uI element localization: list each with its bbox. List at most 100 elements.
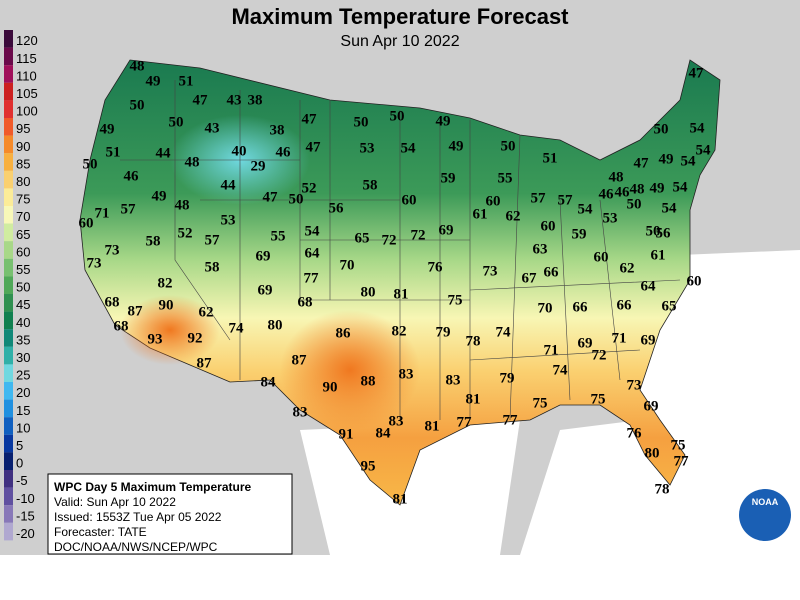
temperature-label: 50 bbox=[627, 196, 642, 212]
legend-swatch bbox=[4, 276, 13, 294]
legend-label: 40 bbox=[16, 315, 30, 330]
temperature-label: 53 bbox=[360, 140, 375, 156]
temperature-label: 69 bbox=[578, 335, 593, 351]
temperature-label: 75 bbox=[448, 292, 463, 308]
temperature-label: 49 bbox=[650, 180, 665, 196]
legend-swatch bbox=[4, 82, 13, 101]
temperature-label: 72 bbox=[382, 232, 397, 248]
legend-swatch bbox=[4, 522, 13, 541]
legend-label: 120 bbox=[16, 33, 38, 48]
temperature-label: 47 bbox=[193, 92, 209, 108]
temperature-label: 52 bbox=[302, 180, 317, 196]
legend-label: 115 bbox=[16, 51, 37, 66]
legend-swatch bbox=[4, 65, 13, 83]
temperature-label: 46 bbox=[276, 144, 292, 160]
legend-swatch bbox=[4, 258, 13, 277]
temperature-label: 55 bbox=[271, 228, 286, 244]
temperature-label: 77 bbox=[304, 270, 320, 286]
temperature-label: 60 bbox=[486, 193, 501, 209]
legend-swatch bbox=[4, 118, 13, 136]
temperature-label: 48 bbox=[175, 197, 190, 213]
legend-swatch bbox=[4, 382, 13, 400]
temperature-label: 54 bbox=[681, 153, 697, 169]
temperature-label: 90 bbox=[323, 379, 338, 395]
info-line: DOC/NOAA/NWS/NCEP/WPC bbox=[54, 540, 218, 554]
temperature-label: 53 bbox=[221, 212, 236, 228]
temperature-label: 87 bbox=[197, 355, 213, 371]
ocean bbox=[300, 250, 800, 555]
temperature-label: 79 bbox=[500, 370, 515, 386]
legend-swatch bbox=[4, 100, 13, 118]
temperature-label: 73 bbox=[105, 242, 120, 258]
temperature-label: 43 bbox=[205, 120, 220, 136]
temperature-label: 59 bbox=[572, 226, 587, 242]
temperature-label: 54 bbox=[690, 120, 706, 136]
temperature-label: 69 bbox=[439, 222, 454, 238]
temperature-label: 71 bbox=[95, 205, 110, 221]
temperature-label: 83 bbox=[389, 413, 404, 429]
temperature-label: 69 bbox=[256, 248, 271, 264]
temperature-label: 61 bbox=[651, 247, 666, 263]
temperature-label: 51 bbox=[543, 150, 558, 166]
map-subtitle: Sun Apr 10 2022 bbox=[340, 33, 459, 50]
temperature-label: 60 bbox=[79, 215, 94, 231]
temperature-label: 56 bbox=[656, 225, 672, 241]
info-title: WPC Day 5 Maximum Temperature bbox=[54, 480, 251, 494]
temperature-label: 49 bbox=[152, 188, 167, 204]
temperature-label: 58 bbox=[205, 259, 220, 275]
temperature-label: 48 bbox=[130, 58, 145, 74]
temperature-label: 76 bbox=[428, 259, 444, 275]
temperature-label: 49 bbox=[436, 113, 451, 129]
temperature-label: 46 bbox=[124, 168, 140, 184]
temperature-label: 40 bbox=[232, 143, 247, 159]
temperature-label: 60 bbox=[594, 249, 609, 265]
hot-area bbox=[280, 310, 420, 430]
temperature-label: 77 bbox=[503, 412, 519, 428]
temperature-label: 48 bbox=[185, 154, 200, 170]
info-line: Issued: 1553Z Tue Apr 05 2022 bbox=[54, 510, 222, 524]
temperature-label: 66 bbox=[544, 264, 560, 280]
temperature-label: 50 bbox=[646, 223, 661, 239]
temperature-label: 60 bbox=[402, 192, 417, 208]
temperature-label: 49 bbox=[449, 138, 464, 154]
legend-label: 15 bbox=[16, 403, 30, 418]
temperature-label: 72 bbox=[592, 347, 607, 363]
legend-swatch bbox=[4, 364, 13, 382]
temperature-label: 54 bbox=[401, 140, 417, 156]
legend-swatch bbox=[4, 30, 13, 48]
temperature-label: 50 bbox=[289, 191, 304, 207]
temperature-label: 51 bbox=[106, 144, 121, 160]
temperature-label: 83 bbox=[399, 366, 414, 382]
temperature-label: 91 bbox=[339, 426, 354, 442]
legend-swatch bbox=[4, 452, 13, 470]
temperature-label: 54 bbox=[578, 201, 594, 217]
temperature-label: 49 bbox=[146, 73, 161, 89]
temperature-label: 58 bbox=[363, 177, 378, 193]
temperature-label: 57 bbox=[121, 201, 137, 217]
legend-swatch bbox=[4, 329, 13, 347]
temperature-label: 53 bbox=[603, 210, 618, 226]
temperature-label: 57 bbox=[205, 232, 221, 248]
legend-label: 10 bbox=[16, 420, 30, 435]
temperature-label: 60 bbox=[541, 218, 556, 234]
temperature-label: 69 bbox=[258, 282, 273, 298]
temperature-label: 62 bbox=[199, 304, 214, 320]
temperature-label: 67 bbox=[522, 270, 538, 286]
temperature-label: 38 bbox=[248, 92, 263, 108]
temperature-label: 81 bbox=[466, 391, 481, 407]
legend-swatch bbox=[4, 311, 13, 330]
temperature-label: 75 bbox=[671, 437, 686, 453]
temperature-label: 50 bbox=[501, 138, 516, 154]
temperature-label: 64 bbox=[641, 278, 657, 294]
info-line: Forecaster: TATE bbox=[54, 525, 147, 539]
legend-label: 60 bbox=[16, 244, 30, 259]
temperature-label: 68 bbox=[105, 294, 120, 310]
temperature-label: 73 bbox=[627, 377, 642, 393]
temperature-label: 84 bbox=[261, 374, 277, 390]
temperature-label: 73 bbox=[87, 255, 102, 271]
temperature-label: 44 bbox=[156, 145, 172, 161]
temperature-label: 62 bbox=[506, 208, 521, 224]
legend-swatch bbox=[4, 434, 13, 453]
